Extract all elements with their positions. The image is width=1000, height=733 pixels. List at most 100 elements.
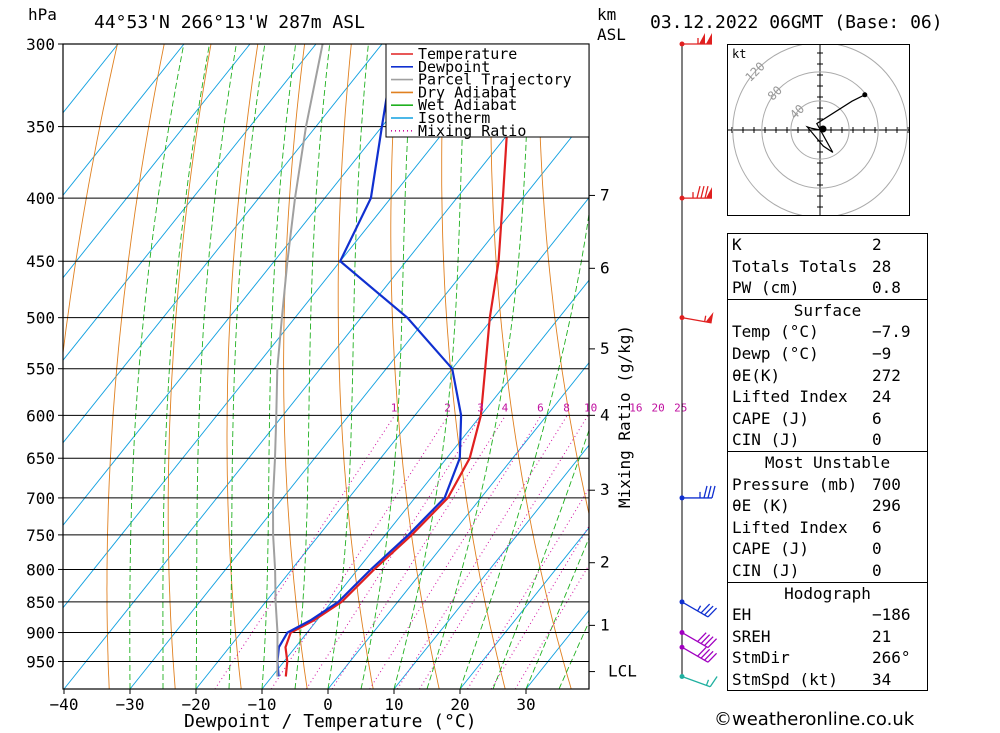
temperature-tick-label: −10: [248, 695, 277, 714]
isotherm-line: [63, 44, 581, 689]
wind-barb-flag: [700, 603, 711, 614]
dry-adiabat-line: [226, 44, 259, 689]
surface-row: θE(K) 272: [728, 365, 927, 387]
temperature-tick-label: 30: [516, 695, 535, 714]
legend-label: Dewpoint: [418, 58, 490, 76]
pressure-tick-label: 650: [26, 449, 55, 468]
surface-row: CAPE (J) 6: [728, 408, 927, 430]
surface-label: Lifted Index: [732, 387, 848, 407]
wind-barb-flag: [711, 485, 716, 499]
isotherm-line: [63, 44, 449, 526]
wind-barb-halfflag: [697, 605, 702, 612]
mixing-ratio-label: 3: [477, 401, 484, 414]
wind-barb: [679, 630, 718, 649]
wind-barb-staff: [681, 646, 709, 663]
wind-barb-flag: [707, 485, 712, 499]
wind-barb: [679, 33, 712, 47]
mixing-ratio-label: 1: [391, 401, 398, 414]
mixing-ratio-axis-title: Mixing Ratio (g/kg): [615, 325, 634, 508]
indices-top-section: K 2 Totals Totals 28 PW (cm) 0.8: [728, 234, 927, 299]
mixing-ratio-line: [331, 415, 507, 689]
km-label: km: [597, 5, 616, 24]
pressure-tick-label: 900: [26, 624, 55, 643]
mixing-ratio-line: [270, 415, 449, 689]
index-value: 0.8: [872, 278, 901, 298]
isotherm-line: [63, 44, 251, 279]
most-unstable-label: θE (K): [732, 496, 790, 516]
wind-barb: [679, 674, 718, 688]
legend-label: Mixing Ratio: [418, 122, 526, 140]
copyright-footer[interactable]: ©weatheronline.co.uk: [714, 709, 915, 730]
dry-adiabat-line: [584, 44, 589, 138]
pressure-tick-label: 300: [26, 35, 55, 54]
temperature-tick-label: −20: [182, 695, 211, 714]
pressure-tick-label: 400: [26, 189, 55, 208]
wet-adiabat-line: [525, 536, 589, 689]
date-label: 03.12.2022 06GMT (Base: 06): [650, 12, 943, 33]
storm-motion-marker: [819, 125, 827, 133]
pressure-tick-label: 550: [26, 360, 55, 379]
pressure-tick-label: 950: [26, 653, 55, 672]
mixing-ratio-label: 16: [629, 401, 642, 414]
most-unstable-label: Pressure (mb): [732, 474, 858, 494]
dewpoint-line: [276, 44, 463, 677]
surface-value: 24: [872, 387, 892, 407]
mixing-ratio-line: [514, 564, 589, 689]
legend-label: Isotherm: [418, 109, 490, 127]
pressure-tick-label: 600: [26, 406, 55, 425]
isotherm-line: [459, 527, 589, 689]
mixing-ratio-label: 8: [563, 401, 570, 414]
wind-barb-flag: [697, 646, 707, 657]
temperature-line: [284, 44, 522, 677]
pressure-tick-label: 750: [26, 526, 55, 545]
mixing-ratio-labels: 1 2 3 4 6 8 10 16 20 25: [391, 401, 688, 414]
wind-barb-pennant: [699, 33, 705, 44]
surface-label: CAPE (J): [732, 408, 810, 428]
km-tick-label: 2: [600, 553, 610, 572]
mixing-ratio-label: 20: [651, 401, 664, 414]
wind-barb: [679, 644, 718, 663]
index-value: 28: [872, 256, 892, 276]
plot-frame: [62, 43, 590, 690]
km-tick-label: LCL: [608, 662, 637, 681]
mixing-ratio-line: [396, 415, 568, 689]
hodograph-stat-label: EH: [732, 605, 752, 625]
legend-label: Dry Adiabat: [418, 83, 517, 101]
hodograph-end-dot: [862, 92, 868, 98]
chart-title: 44°53'N 266°13'W 287m ASL: [94, 12, 365, 33]
isotherm-line: [129, 114, 589, 689]
mixing-ratio-label: 25: [674, 401, 687, 414]
hodograph-stat-label: SREH: [732, 626, 771, 646]
dry-adiabat-line: [337, 44, 374, 689]
wet-adiabat-line: [195, 44, 237, 689]
wind-barb-flag: [700, 185, 705, 199]
dry-adiabat-line: [63, 44, 118, 357]
wind-barb-staff: [681, 601, 709, 618]
mixing-ratio-line: [214, 415, 396, 689]
wind-barb: [679, 312, 714, 324]
mixing-ratio-label: 6: [537, 401, 544, 414]
legend-label: Parcel Trajectory: [418, 71, 572, 89]
index-row: Totals Totals 28: [728, 256, 927, 278]
pressure-tick-label: 700: [26, 489, 55, 508]
surface-row: Dewp (°C) −9: [728, 343, 927, 365]
mixing-ratio-label: 10: [584, 401, 597, 414]
most-unstable-section: Most Unstable Pressure (mb) 700 θE (K) 296 L…: [728, 450, 927, 582]
km-axis: 7 6 5 4 3 2 1 LCL: [589, 185, 637, 681]
surface-value: 0: [872, 430, 882, 450]
mixing-ratio-label: 2: [444, 401, 451, 414]
surface-value: 272: [872, 365, 901, 385]
km-tick-label: 6: [600, 258, 610, 277]
temperature-tick-label: −30: [116, 695, 145, 714]
hodograph-stat-value: −186: [872, 605, 911, 625]
sounding-series: [271, 44, 522, 677]
index-value: 2: [872, 235, 882, 254]
surface-title: Surface: [793, 300, 862, 320]
wind-barb-staff: [681, 675, 711, 688]
wet-adiabat-line: [492, 428, 589, 689]
pressure-tick-label: 350: [26, 118, 55, 137]
km-tick-label: 7: [600, 185, 610, 204]
wet-adiabat-line: [327, 44, 369, 689]
